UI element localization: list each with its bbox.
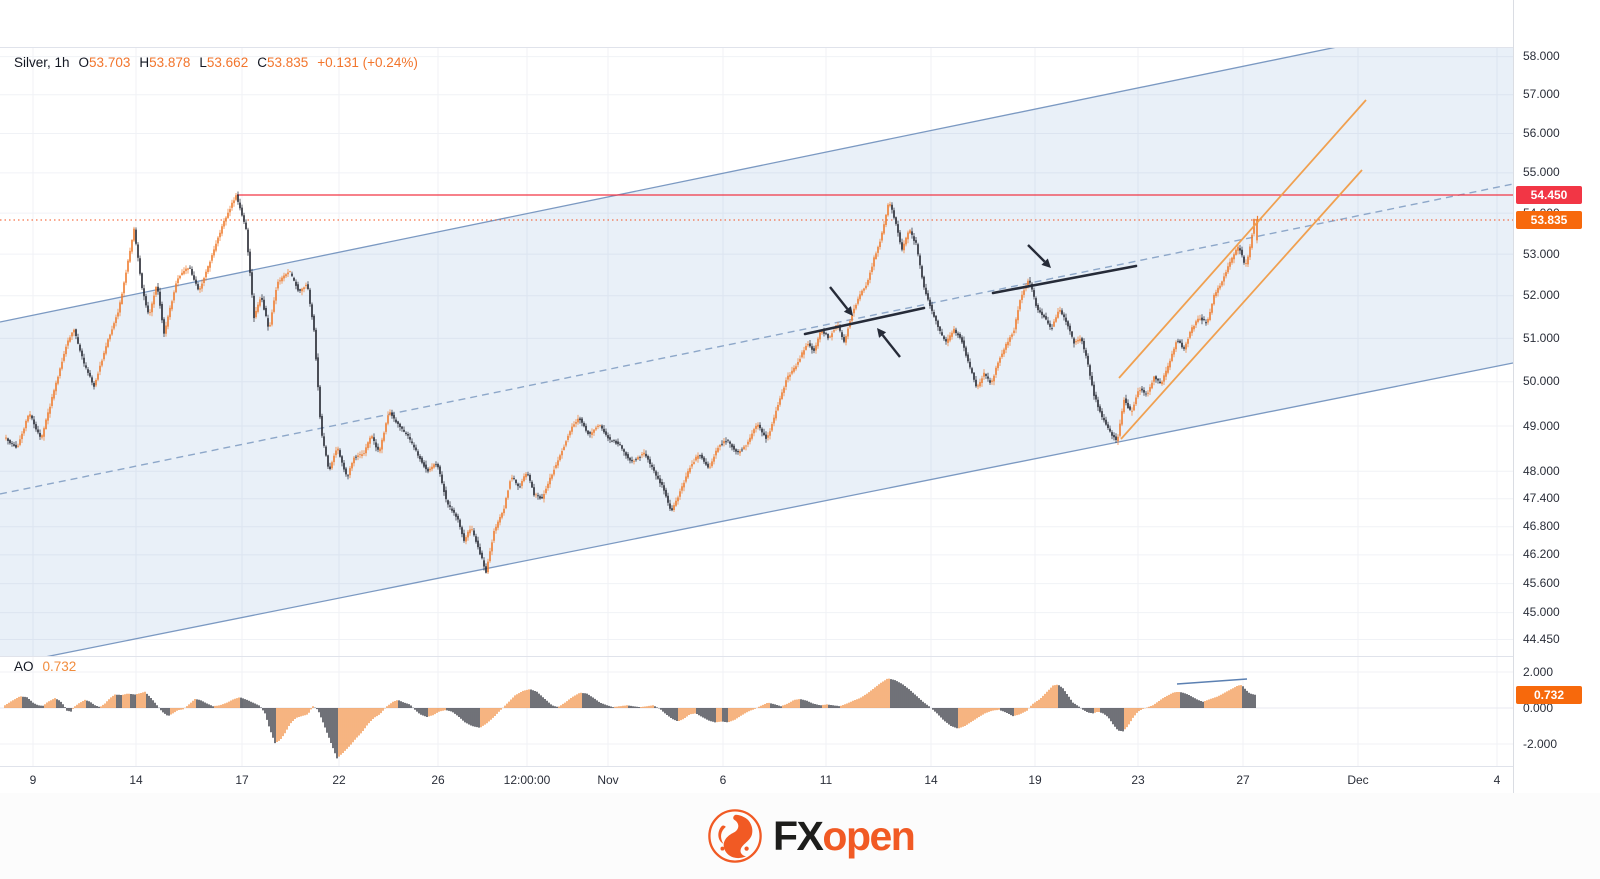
time-tick-label: 9 (29, 773, 37, 787)
current-price-label: 53.835 (1516, 211, 1582, 229)
time-tick-label: 14 (129, 773, 143, 787)
price-tick-label: 46.800 (1523, 519, 1560, 534)
time-axis[interactable]: 9 14 17 22 26 12:00:00 Nov 6 11 14 19 23 27 Dec 4 (0, 767, 1513, 793)
fxopen-logo: FXopen (706, 793, 916, 879)
price-tick-label: 51.000 (1523, 330, 1560, 345)
price-tick-label: 44.450 (1523, 632, 1560, 647)
price-tick-label: 57.000 (1523, 87, 1560, 102)
price-tick-label: 45.600 (1523, 576, 1560, 591)
price-tick-label: 53.000 (1523, 246, 1560, 261)
pane-top-border (0, 47, 1513, 48)
time-tick-label: 4 (1493, 773, 1501, 787)
time-tick-label: 26 (431, 773, 445, 787)
brand-band: FXopen (0, 793, 1600, 879)
price-tick-label: 56.000 (1523, 125, 1560, 140)
symbol-title: Silver, 1h (14, 55, 70, 70)
ohlc-high: H53.878 (139, 55, 191, 70)
symbol-legend[interactable]: Silver, 1h O53.703 H53.878 L53.662 C53.8… (14, 55, 418, 70)
fxopen-emblem-icon (708, 809, 762, 863)
resistance-price-label: 54.450 (1516, 186, 1582, 204)
ao-indicator-value: 0.732 (42, 659, 77, 674)
fxopen-wordmark: FXopen (773, 812, 916, 859)
time-tick-label: 23 (1131, 773, 1145, 787)
price-tick-label: 48.000 (1523, 463, 1560, 478)
time-tick-label: 6 (719, 773, 727, 787)
time-tick-label: 12:00:00 (503, 773, 551, 787)
pane-separator[interactable] (0, 656, 1513, 657)
time-tick-label: 22 (332, 773, 346, 787)
time-tick-label: Nov (597, 773, 619, 787)
ohlc-low: L53.662 (199, 55, 249, 70)
time-tick-label: Dec (1347, 773, 1369, 787)
ao-tick-label: 0.000 (1523, 700, 1554, 715)
price-tick-label: 46.200 (1523, 547, 1560, 562)
price-axis[interactable]: 54.450 53.835 58.00057.00056.00055.00054… (1513, 0, 1600, 793)
time-tick-label: 14 (924, 773, 938, 787)
ao-current-label: 0.732 (1516, 685, 1582, 704)
price-tick-label: 52.000 (1523, 288, 1560, 303)
price-tick-label: 49.000 (1523, 418, 1560, 433)
price-tick-label: 45.000 (1523, 605, 1560, 620)
ao-tick-label: -2.000 (1523, 736, 1558, 751)
ao-tick-label: 2.000 (1523, 664, 1554, 679)
ohlc-close: C53.835 (257, 55, 309, 70)
ohlc-open: O53.703 (78, 55, 131, 70)
time-tick-label: 19 (1028, 773, 1042, 787)
change-value: +0.131 (+0.24%) (317, 55, 418, 70)
time-tick-label: 17 (235, 773, 249, 787)
time-tick-label: 11 (819, 773, 833, 787)
price-tick-label: 58.000 (1523, 49, 1560, 64)
ao-indicator-name: AO (14, 659, 34, 674)
price-tick-label: 55.000 (1523, 165, 1560, 180)
price-tick-label: 47.400 (1523, 491, 1560, 506)
time-axis-top-border (0, 766, 1513, 767)
ao-indicator-header[interactable]: AO 0.732 (14, 659, 76, 674)
time-tick-label: 27 (1236, 773, 1250, 787)
price-tick-label: 50.000 (1523, 374, 1560, 389)
